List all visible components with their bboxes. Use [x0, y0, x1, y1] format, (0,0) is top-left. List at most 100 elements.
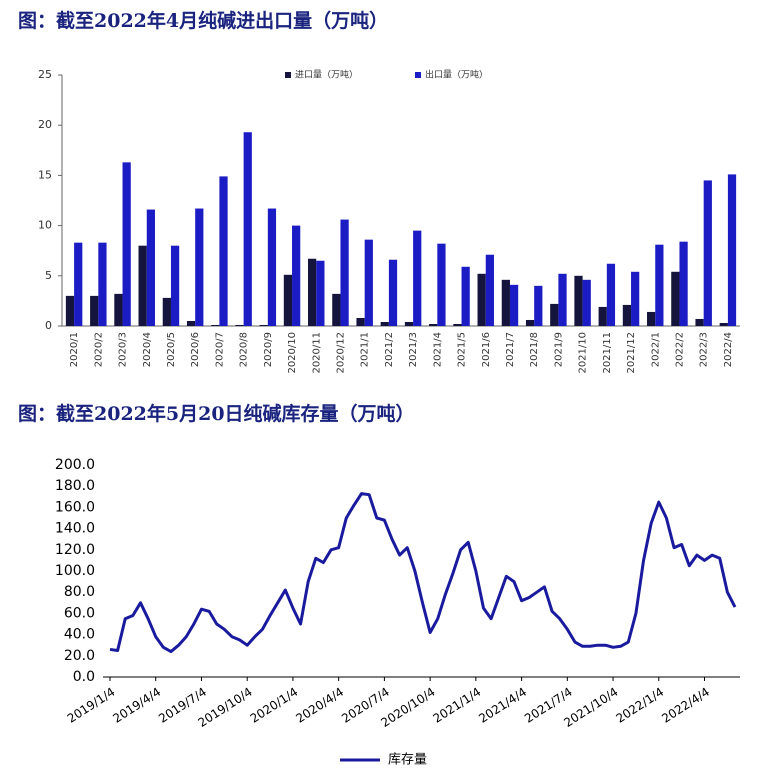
x-tick-label: 2020/7 — [214, 332, 225, 367]
bar — [703, 180, 712, 326]
bar — [162, 297, 171, 326]
x-tick-label: 2020/1 — [69, 332, 80, 367]
bar — [631, 271, 640, 326]
x-tick-label: 2021/11 — [602, 332, 613, 374]
bar — [404, 321, 414, 326]
x-tick-label: 2020/8 — [239, 332, 250, 367]
y-tick-label: 5 — [45, 269, 52, 282]
x-tick-label: 2021/10 — [578, 332, 589, 374]
x-tick-label: 2021/1/4 — [431, 685, 484, 726]
y-tick-label: 0 — [45, 319, 52, 332]
y-tick-label: 20 — [38, 118, 52, 131]
bar — [316, 260, 325, 326]
bar — [283, 274, 293, 326]
bar — [146, 209, 155, 326]
y-tick-label: 180.0 — [55, 478, 95, 494]
bar — [267, 208, 277, 326]
bar — [647, 311, 656, 326]
bar — [509, 284, 519, 326]
bar — [622, 304, 632, 326]
bar — [525, 319, 535, 326]
x-tick-label: 2020/11 — [311, 332, 322, 374]
bar — [170, 245, 180, 326]
x-tick-label: 2020/9 — [263, 332, 274, 367]
bar — [356, 317, 365, 326]
bar — [65, 295, 75, 326]
x-tick-label: 2020/3 — [118, 332, 129, 367]
bar — [235, 324, 244, 326]
bar — [574, 275, 583, 326]
y-tick-label: 60.0 — [64, 605, 95, 621]
bar — [292, 225, 301, 326]
y-tick-label: 40.0 — [64, 627, 95, 643]
x-tick-label: 2022/1/4 — [613, 685, 666, 726]
x-tick-label: 2021/1 — [360, 332, 371, 367]
legend-label: 库存量 — [388, 752, 427, 768]
bar — [655, 244, 664, 326]
y-tick-label: 80.0 — [64, 584, 95, 600]
bar — [679, 241, 688, 326]
x-tick-label: 2021/4/4 — [476, 685, 529, 726]
y-tick-label: 100.0 — [55, 563, 95, 579]
x-tick-label: 2021/4 — [432, 332, 443, 367]
bar — [195, 208, 204, 326]
bar — [340, 219, 349, 326]
bar — [413, 230, 422, 326]
bar — [219, 176, 228, 326]
bar — [501, 279, 510, 326]
bar — [122, 162, 131, 326]
bar — [98, 242, 107, 326]
bar — [719, 322, 728, 326]
x-tick-label: 2022/4/4 — [659, 685, 712, 726]
x-tick-label: 2019/4/4 — [110, 685, 163, 726]
bar — [558, 273, 567, 326]
x-tick-label: 2021/3 — [408, 332, 419, 367]
y-tick-label: 0.0 — [73, 669, 95, 685]
x-tick-label: 2021/12 — [626, 332, 637, 374]
line — [109, 492, 737, 654]
x-tick-label: 2020/1/4 — [248, 685, 301, 726]
bar — [259, 324, 268, 326]
x-tick-label: 2022/4 — [723, 332, 734, 367]
bar — [90, 295, 99, 326]
legend-label: 出口量（万吨） — [425, 69, 488, 81]
bar — [461, 266, 470, 326]
bar — [186, 320, 196, 326]
x-tick-label: 2022/3 — [699, 332, 710, 367]
bar — [671, 271, 680, 326]
bar — [437, 243, 446, 326]
x-tick-label: 2020/4/4 — [293, 685, 346, 726]
x-tick-label: 2021/9 — [553, 332, 564, 367]
x-tick-label: 2020/4 — [142, 332, 153, 367]
bar — [727, 174, 737, 326]
x-tick-label: 2020/6 — [190, 332, 201, 367]
bar — [606, 263, 616, 326]
y-tick-label: 120.0 — [55, 542, 95, 558]
y-tick-label: 10 — [38, 219, 52, 232]
chart-title: 图：截至2022年5月20日纯碱库存量（万吨） — [18, 402, 415, 425]
x-tick-label: 2021/6 — [481, 332, 492, 367]
x-tick-label: 2020/10 — [287, 332, 298, 374]
x-tick-label: 2021/2 — [384, 332, 395, 367]
bar — [243, 132, 252, 326]
bar — [477, 273, 486, 326]
x-tick-label: 2019/1/4 — [65, 685, 118, 726]
legend-label: 进口量（万吨） — [295, 69, 358, 81]
bar — [388, 259, 398, 326]
x-tick-label: 2020/2 — [93, 332, 104, 367]
bar — [380, 321, 389, 326]
x-tick-label: 2020/5 — [166, 332, 177, 367]
chart-title: 图：截至2022年4月纯碱进出口量（万吨） — [18, 9, 388, 32]
x-tick-label: 2021/7 — [505, 332, 516, 367]
y-tick-label: 20.0 — [64, 648, 95, 664]
bar — [453, 323, 462, 326]
legend-swatch — [415, 72, 421, 78]
bar — [598, 306, 607, 326]
bar — [211, 324, 220, 326]
bar — [695, 318, 704, 326]
bar — [332, 293, 341, 326]
x-tick-label: 2021/5 — [457, 332, 468, 367]
y-tick-label: 25 — [38, 68, 52, 81]
bar — [364, 239, 373, 326]
y-tick-label: 140.0 — [55, 521, 95, 537]
